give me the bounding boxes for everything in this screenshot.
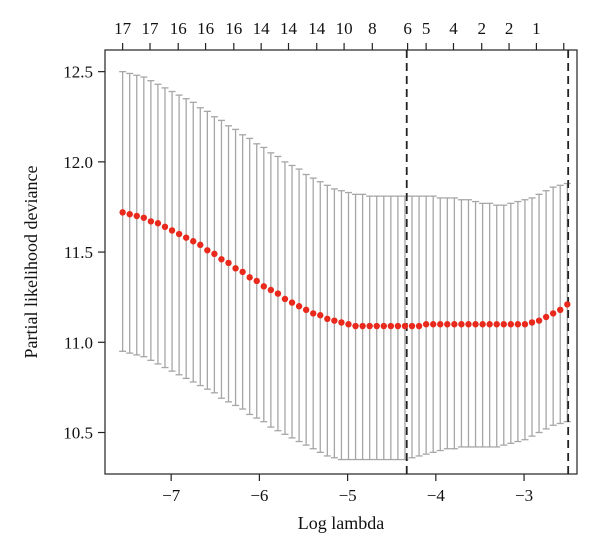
data-point (197, 241, 204, 249)
data-point (338, 319, 345, 326)
data-point (267, 286, 275, 294)
top-tick-label: 2 (505, 19, 514, 38)
data-point (225, 259, 232, 267)
data-point (359, 322, 366, 330)
data-point (500, 321, 507, 328)
data-point (472, 321, 479, 328)
data-point (253, 277, 260, 285)
data-point (345, 321, 352, 328)
data-point (535, 317, 543, 324)
y-tick-label: 12.5 (63, 63, 93, 82)
data-point (564, 301, 571, 308)
data-point (302, 306, 310, 314)
data-point (493, 321, 500, 328)
y-tick-label: 11.0 (64, 333, 93, 352)
data-point (168, 227, 176, 234)
y-tick-label: 10.5 (63, 424, 93, 443)
data-point (126, 210, 133, 218)
data-point (239, 268, 246, 276)
top-tick-label: 17 (141, 19, 159, 38)
data-point (190, 238, 197, 245)
data-point (366, 322, 373, 330)
data-point (394, 322, 402, 330)
data-point (458, 321, 465, 328)
data-point (465, 321, 472, 328)
y-tick-label: 11.5 (64, 243, 93, 262)
data-point (437, 321, 444, 328)
data-point (133, 212, 140, 220)
x-tick-label: −7 (162, 486, 181, 505)
data-point (175, 230, 183, 238)
x-axis-label: Log lambda (298, 513, 384, 533)
data-point (260, 283, 268, 290)
top-tick-label: 5 (422, 19, 431, 38)
y-axis-label: Partial likelihood deviance (21, 166, 41, 359)
data-point (528, 319, 536, 326)
data-point (380, 322, 387, 330)
top-tick-label: 6 (403, 19, 412, 38)
data-point (557, 306, 564, 314)
plot-frame (104, 49, 578, 475)
data-point (514, 321, 522, 328)
mean-points (119, 209, 571, 330)
top-tick-label: 16 (170, 19, 187, 38)
data-point (317, 312, 324, 319)
top-tick-label: 10 (336, 19, 353, 38)
top-tick-label: 14 (280, 19, 298, 38)
data-point (408, 322, 416, 330)
data-point (204, 247, 211, 254)
data-point (401, 322, 409, 330)
y-tick-label: 12.0 (63, 153, 93, 172)
data-point (218, 256, 225, 263)
data-point (281, 295, 289, 303)
top-tick-label: 2 (477, 19, 486, 38)
error-bars (119, 71, 571, 461)
top-tick-label: 16 (225, 19, 242, 38)
top-tick-label: 1 (532, 19, 541, 38)
axis-labels: −7 −6 −5 −4 −310.511.011.512.012.517 17 16 16 16… (21, 19, 541, 533)
data-point (352, 322, 359, 330)
data-point (211, 250, 218, 258)
top-tick-label: 16 (197, 19, 214, 38)
top-tick-label: 4 (449, 19, 458, 38)
data-point (232, 265, 239, 272)
axes (98, 43, 578, 481)
x-tick-label: −4 (427, 486, 446, 505)
data-point (387, 322, 395, 330)
reference-lines (405, 50, 570, 474)
data-point (542, 313, 550, 321)
data-point (288, 299, 296, 306)
top-tick-label: 14 (308, 19, 326, 38)
data-point (154, 220, 162, 227)
data-point (486, 321, 493, 328)
data-point (331, 317, 338, 324)
data-point (147, 218, 155, 225)
x-tick-label: −6 (250, 486, 268, 505)
x-tick-label: −5 (339, 486, 357, 505)
data-point (119, 209, 126, 216)
data-point (373, 322, 380, 330)
data-point (246, 274, 253, 281)
data-point (451, 321, 458, 328)
data-point (310, 310, 317, 317)
top-tick-label: 14 (253, 19, 271, 38)
data-point (479, 321, 486, 328)
data-point (429, 321, 437, 328)
data-point (549, 310, 557, 317)
data-point (324, 315, 331, 323)
data-point (521, 321, 529, 328)
data-point (415, 322, 423, 330)
data-point (507, 321, 515, 328)
data-point (274, 290, 282, 297)
top-tick-label: 8 (368, 19, 377, 38)
data-point (182, 234, 190, 241)
data-point (444, 321, 451, 328)
data-point (295, 303, 303, 310)
data-point (422, 321, 430, 328)
top-tick-label: 17 (114, 19, 132, 38)
data-point (140, 214, 148, 221)
data-point (161, 223, 169, 231)
x-tick-label: −3 (515, 486, 533, 505)
